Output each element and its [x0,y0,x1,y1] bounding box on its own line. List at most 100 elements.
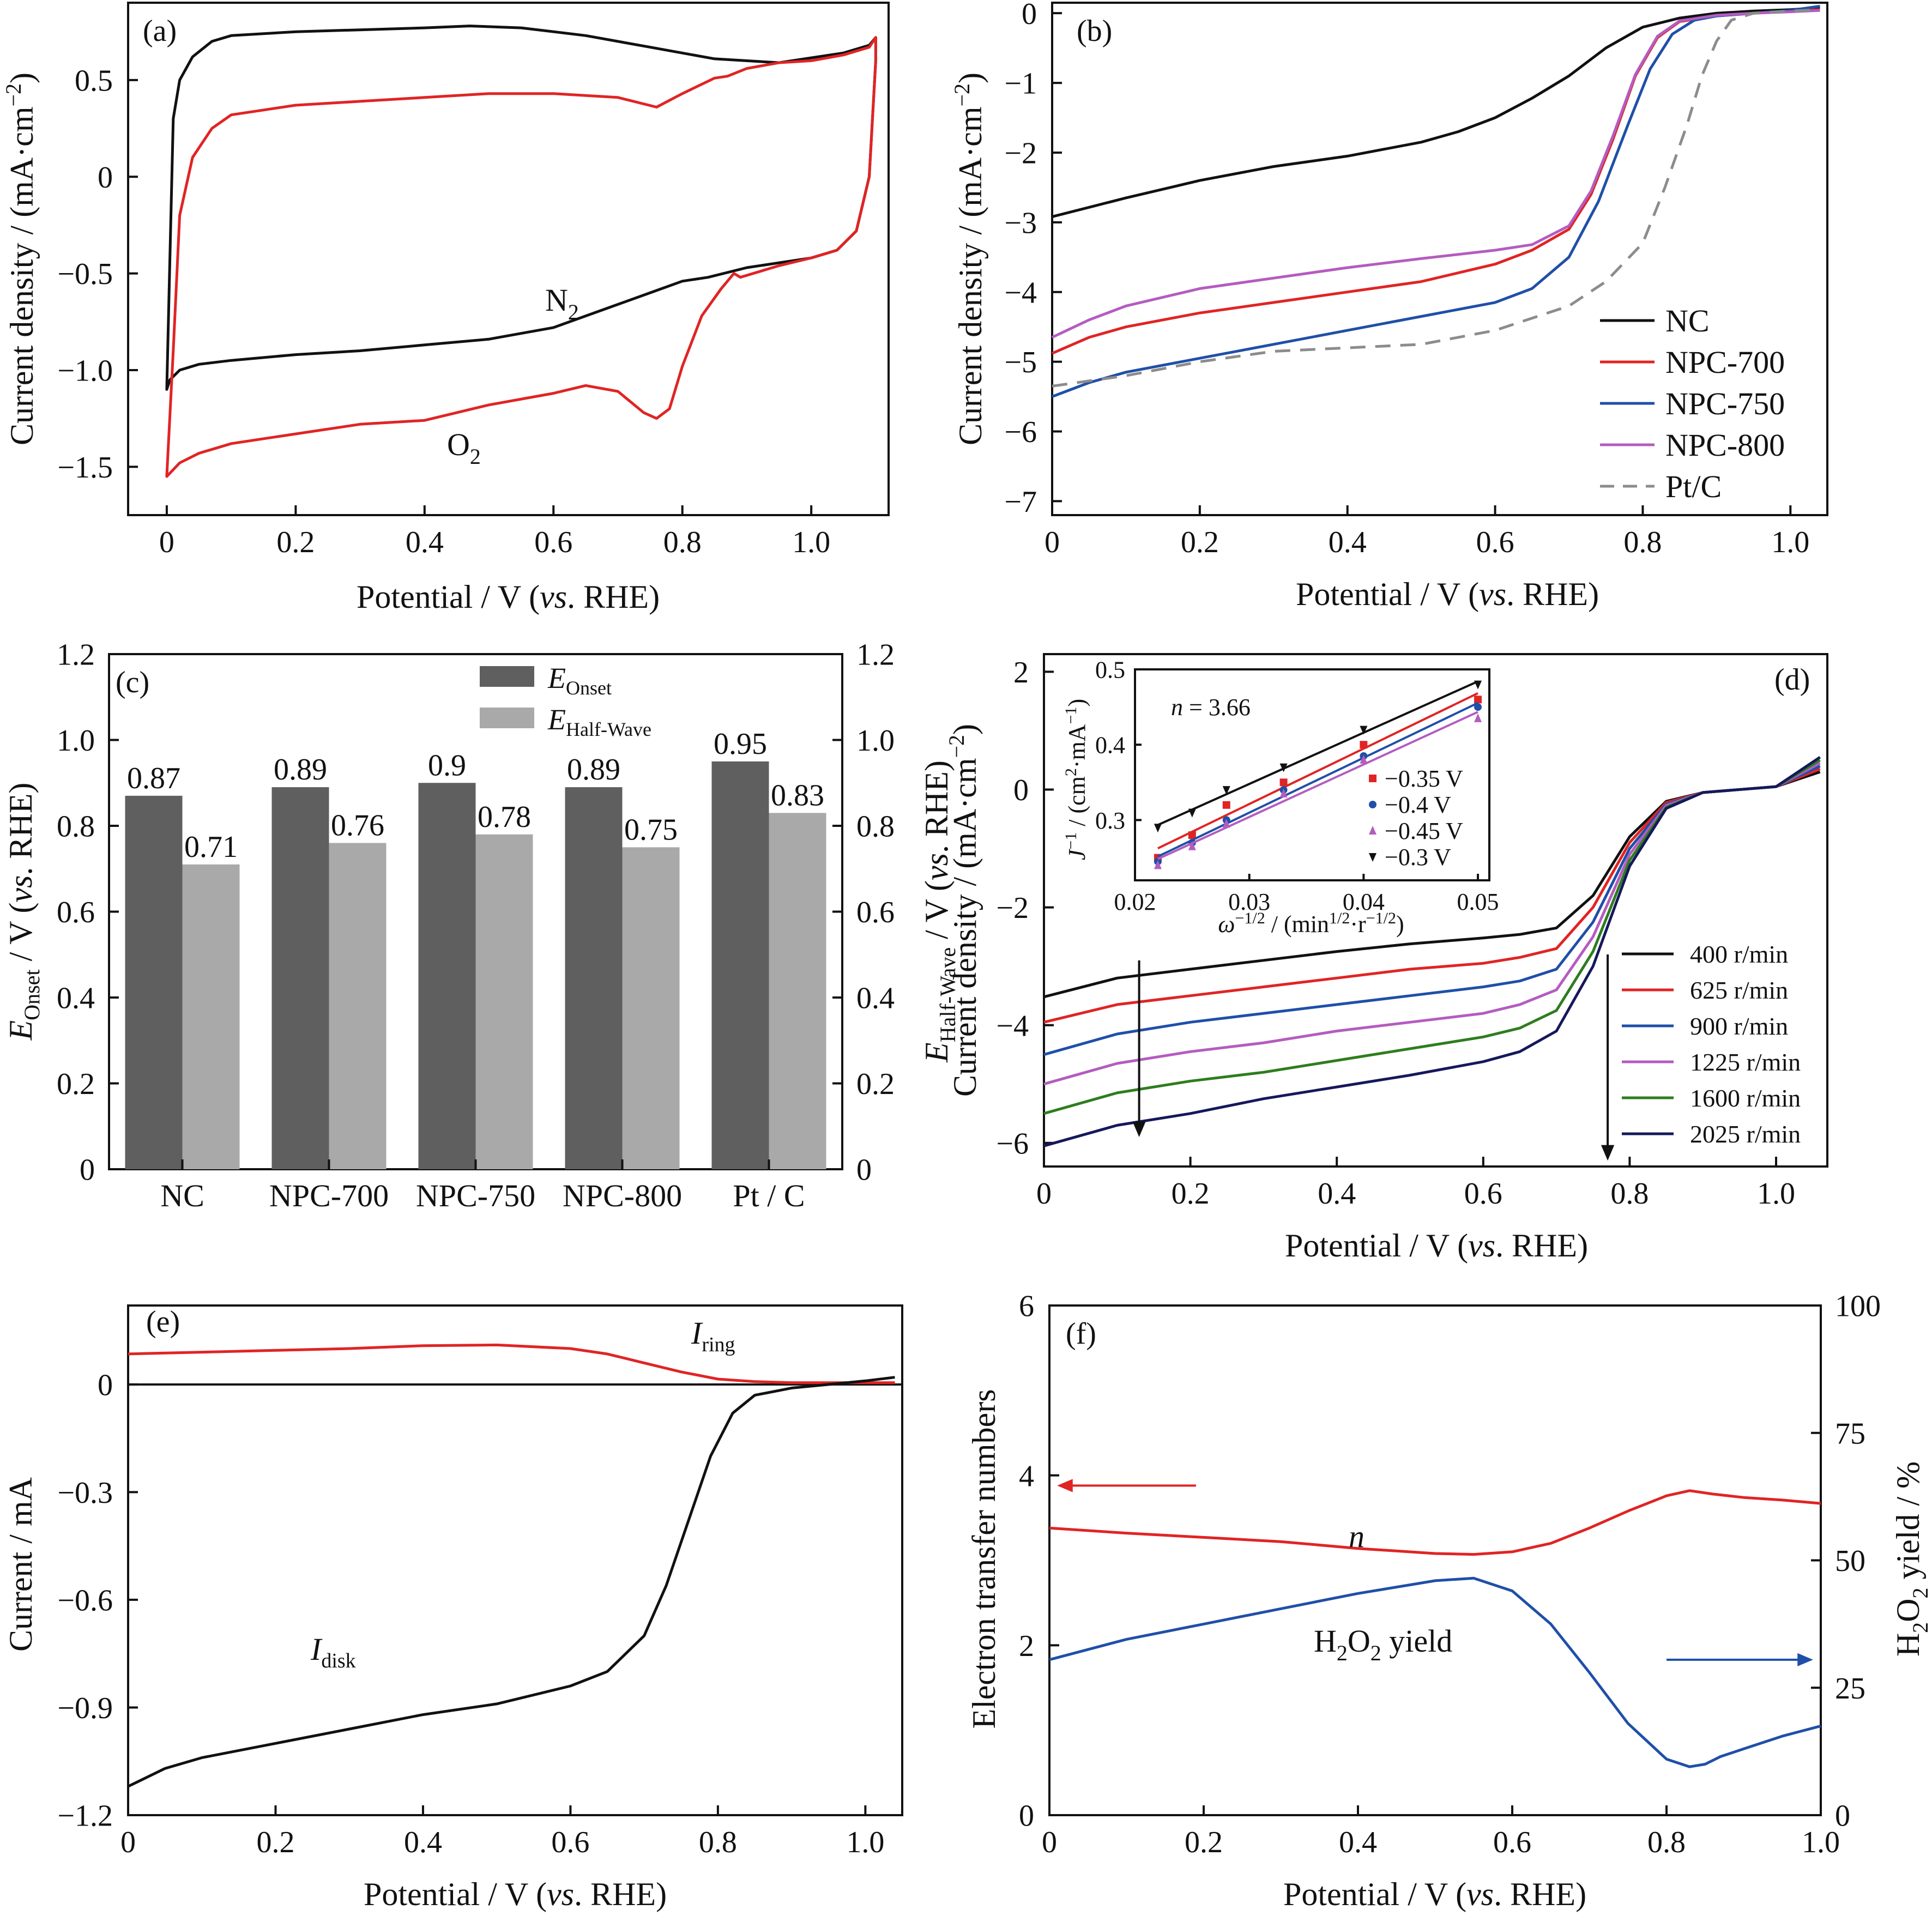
legend-label: Pt/C [1665,469,1722,504]
x-tick-label: 0.4 [1329,525,1367,559]
panel-a-x-ticks: 0 0.2 0.4 0.6 0.8 1.0 [159,505,830,559]
bar [711,761,769,1169]
marker [1154,860,1162,869]
bar-value-label: 0.71 [184,830,238,864]
marker [1474,713,1482,722]
y-tick-label: −0.6 [57,1584,113,1618]
lsv-curve [1051,9,1820,339]
y-tick-label: 2 [1013,656,1029,690]
panel-b: 0 0.2 0.4 0.6 0.8 1.0 −7 −6 −5 −4 −3 −2 −1 0 NC NPC-7… [950,0,1828,612]
panel-c-categories: NC NPC-700 NPC-750 NPC-800 Pt / C [160,1159,805,1213]
fit-line [1157,702,1478,858]
legend-marker [1369,853,1376,862]
marker [1360,754,1368,764]
panel-d-inset: 0.02 0.03 0.04 0.05 0.3 0.4 0.5 −0.35 V−0.4 V… [1062,656,1499,938]
y-tick-label: 0 [1022,0,1037,31]
bar-value-label: 0.89 [274,753,327,787]
legend-marker [1369,775,1376,782]
category-label: Pt / C [733,1178,805,1213]
panel-a-ylabel: Current density / (mA·cm−2) [1,72,40,445]
y-tick-label: 1.0 [57,724,95,758]
legend-swatch-onset [480,666,534,687]
current-curve [127,1376,895,1788]
legend-label: NPC-700 [1665,344,1785,380]
rde-curve [1043,756,1821,1147]
y-tick-label: 0.6 [856,896,895,929]
x-tick-label: 0.8 [1610,1177,1649,1211]
legend-label-onset: EOnset [547,662,612,699]
marker [1222,786,1230,795]
x-tick-label: 0 [120,1826,136,1859]
x-tick-label: 0.2 [1181,525,1219,559]
legend-label: 900 r/min [1690,1012,1788,1040]
panel-b-ylabel: Current density / (mA·cm−2) [950,72,988,445]
panel-b-frame [1051,2,1828,516]
panel-d-tag: (d) [1774,663,1810,697]
y-tick-label: 0.2 [856,1067,895,1101]
y-tick-label: 1.2 [856,638,895,672]
panel-b-x-ticks: 0 0.2 0.4 0.6 0.8 1.0 [1045,505,1809,559]
marker [1279,789,1288,798]
legend-label: 625 r/min [1690,976,1788,1004]
legend-label: NPC-800 [1665,427,1785,463]
cv-curve [165,36,877,478]
y-tick-label: −0.9 [57,1691,113,1725]
bar-value-label: 0.9 [428,748,466,782]
y-tick-label: 0.4 [856,982,895,1016]
bar [418,783,476,1169]
marker [1188,831,1196,839]
panel-d-x-ticks: 0 0.2 0.4 0.6 0.8 1.0 [1036,1157,1795,1211]
y-tick-label: −0.3 [57,1476,113,1510]
legend-label: 400 r/min [1690,940,1788,968]
x-tick-label: 0.05 [1457,889,1499,915]
bar [125,795,183,1169]
legend-label: NC [1665,303,1710,339]
panel-e-label-idisk: Idisk [310,1631,356,1672]
y-tick-label: 0.4 [57,982,95,1016]
y-tick-label: 0.3 [1095,807,1125,834]
y-tick-label: 0.8 [57,810,95,844]
marker [1360,741,1368,749]
panel-f-ylabel-left: Electron transfer numbers [966,1389,1002,1728]
y-tick-label: −4 [1004,276,1037,310]
marker [1222,801,1230,809]
inset-annotation: n = 3.66 [1171,694,1251,721]
panel-d-ylabel: Current density / (mA·cm−2) [944,724,983,1097]
x-tick-label: 0.4 [1339,1826,1377,1859]
marker [1188,808,1196,818]
y-tick-label: 0 [98,161,113,195]
x-tick-label: 0.2 [276,525,315,559]
y-tick-label: −5 [1004,346,1037,379]
x-tick-label: 0.8 [663,525,702,559]
arrow-head [1057,1479,1073,1492]
y-tick-label: 0 [80,1153,95,1187]
bar-value-label: 0.95 [714,727,767,761]
bar-value-label: 0.76 [331,809,384,843]
x-tick-label: 0.6 [551,1826,589,1859]
panel-f-y-ticks-left: 0 2 4 6 [1019,1290,1059,1833]
panel-b-y-ticks: −7 −6 −5 −4 −3 −2 −1 0 [1004,0,1062,519]
panel-a-label-o2: O2 [447,427,481,469]
marker [1279,778,1288,787]
rrde-curve [1049,1576,1821,1768]
x-tick-label: 0.8 [699,1826,737,1859]
inset-x-ticks: 0.02 0.03 0.04 0.05 [1114,874,1499,915]
panel-e-y-ticks: −1.2 −0.9 −0.6 −0.3 0 [57,1368,138,1833]
panel-d: 0 0.2 0.4 0.6 0.8 1.0 −6 −4 −2 0 2 400 r/min 625 r… [944,653,1828,1264]
y-tick-label: −1 [1004,67,1037,101]
current-curve [128,1343,895,1385]
x-tick-label: 0 [1036,1177,1052,1211]
y-tick-label: 0 [1019,1799,1034,1833]
marker [1279,763,1288,772]
bar [622,847,680,1169]
legend-swatch-halfwave [480,708,534,728]
y-tick-label: −6 [1004,415,1037,449]
fit-line [1157,692,1478,850]
y-tick-label: 100 [1835,1290,1881,1323]
y-tick-label: −2 [1004,137,1037,171]
y-tick-label: 0.5 [1095,656,1125,683]
panel-c-ylabel-right: EHalf-Wave / V (vs. RHE) [919,760,960,1063]
legend-label: −0.35 V [1385,765,1463,792]
x-tick-label: 1.0 [1802,1826,1840,1859]
legend-marker [1369,826,1376,835]
